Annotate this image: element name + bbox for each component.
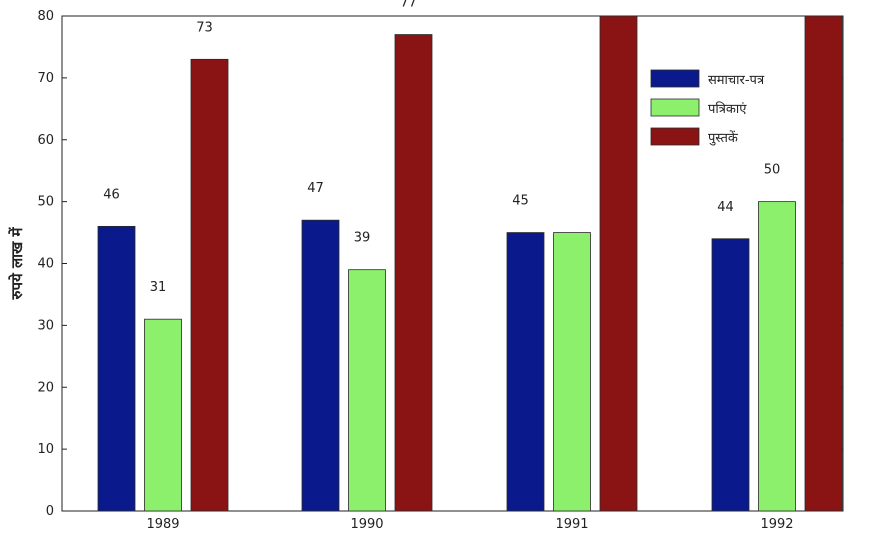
data-label: 77 [400, 0, 417, 11]
y-tick-label: 50 [37, 195, 54, 210]
data-label: 50 [764, 163, 781, 178]
y-axis-label: रुपये लाख में [8, 227, 26, 301]
data-label: 46 [103, 187, 120, 202]
data-label: 31 [150, 280, 167, 295]
legend-swatch [650, 127, 700, 146]
legend-swatch [650, 69, 700, 88]
data-label: 44 [717, 200, 734, 215]
legend-swatch [650, 98, 700, 117]
y-tick-label: 30 [37, 318, 54, 333]
bar [711, 238, 750, 512]
data-label: 39 [354, 231, 371, 246]
y-tick-label: 0 [46, 504, 54, 519]
bar [97, 225, 136, 512]
bar [348, 269, 386, 512]
bar [506, 232, 545, 512]
data-label: 73 [196, 20, 213, 35]
y-tick-label: 40 [37, 257, 54, 272]
bar [301, 219, 340, 512]
bar [190, 58, 229, 512]
bar [394, 34, 433, 512]
y-tick-label: 70 [37, 71, 54, 86]
bar [758, 201, 796, 512]
y-tick-label: 60 [37, 133, 54, 148]
y-tick-label: 80 [37, 9, 54, 24]
legend-label: पुस्तकें [708, 130, 739, 146]
x-tick-label: 1989 [146, 517, 179, 532]
legend-label: समाचार-पत्र [708, 73, 765, 88]
x-tick-label: 1992 [760, 517, 793, 532]
data-label: 47 [307, 181, 324, 196]
legend-label: पत्रिकाएं [708, 101, 747, 117]
x-tick-label: 1991 [555, 517, 588, 532]
bar [804, 15, 843, 512]
bar [599, 15, 638, 512]
bar [144, 318, 182, 512]
bar [553, 232, 591, 512]
y-tick-label: 10 [37, 442, 54, 457]
data-label: 45 [512, 194, 529, 209]
y-tick-label: 20 [37, 380, 54, 395]
x-tick-label: 1990 [350, 517, 383, 532]
